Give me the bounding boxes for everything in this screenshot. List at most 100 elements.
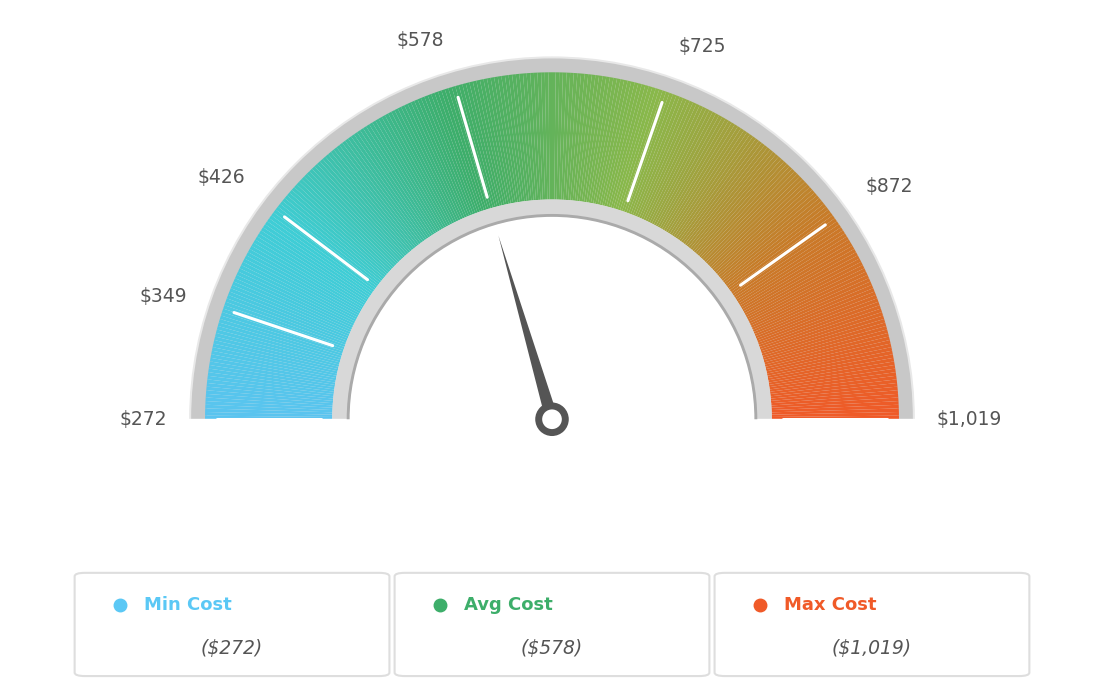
Wedge shape xyxy=(622,90,666,212)
Wedge shape xyxy=(463,83,497,207)
Wedge shape xyxy=(209,365,335,387)
Wedge shape xyxy=(473,81,505,206)
Wedge shape xyxy=(687,145,767,247)
Wedge shape xyxy=(757,295,878,343)
Wedge shape xyxy=(223,305,344,349)
Wedge shape xyxy=(509,75,527,201)
Wedge shape xyxy=(534,72,543,200)
Wedge shape xyxy=(723,201,824,283)
Text: $426: $426 xyxy=(198,168,245,187)
Wedge shape xyxy=(274,210,376,288)
Wedge shape xyxy=(736,230,845,302)
Wedge shape xyxy=(771,380,898,396)
Wedge shape xyxy=(317,161,405,257)
Wedge shape xyxy=(438,90,482,212)
Wedge shape xyxy=(322,157,408,255)
Wedge shape xyxy=(730,215,835,292)
Wedge shape xyxy=(704,169,795,262)
Text: $872: $872 xyxy=(866,177,913,197)
Wedge shape xyxy=(455,85,492,208)
Wedge shape xyxy=(699,161,787,257)
Wedge shape xyxy=(690,150,773,250)
Wedge shape xyxy=(756,292,875,340)
Wedge shape xyxy=(641,102,697,219)
Wedge shape xyxy=(597,80,628,205)
Wedge shape xyxy=(768,354,893,380)
Wedge shape xyxy=(593,79,620,204)
Wedge shape xyxy=(210,358,336,383)
Wedge shape xyxy=(763,322,887,360)
Wedge shape xyxy=(689,148,771,248)
Wedge shape xyxy=(278,204,380,284)
Wedge shape xyxy=(591,78,617,204)
Wedge shape xyxy=(236,272,353,328)
Wedge shape xyxy=(259,230,368,302)
Wedge shape xyxy=(752,275,869,330)
Wedge shape xyxy=(484,79,511,204)
Wedge shape xyxy=(609,84,646,208)
Wedge shape xyxy=(512,75,529,201)
Wedge shape xyxy=(614,86,652,209)
Wedge shape xyxy=(767,351,893,378)
Wedge shape xyxy=(728,210,830,288)
Wedge shape xyxy=(679,137,756,242)
Wedge shape xyxy=(382,115,446,228)
Wedge shape xyxy=(206,386,333,401)
Wedge shape xyxy=(331,150,414,250)
Wedge shape xyxy=(294,184,390,273)
Wedge shape xyxy=(519,74,533,201)
Wedge shape xyxy=(523,73,535,200)
Wedge shape xyxy=(205,408,332,415)
Circle shape xyxy=(535,402,569,436)
Wedge shape xyxy=(651,110,713,224)
Wedge shape xyxy=(375,119,442,230)
Wedge shape xyxy=(764,326,888,362)
Wedge shape xyxy=(307,171,399,264)
Wedge shape xyxy=(351,135,426,240)
Wedge shape xyxy=(561,72,570,200)
Wedge shape xyxy=(269,215,374,292)
Wedge shape xyxy=(630,95,680,215)
Wedge shape xyxy=(654,112,716,226)
Text: $725: $725 xyxy=(678,37,725,56)
Wedge shape xyxy=(369,122,438,233)
Wedge shape xyxy=(217,322,341,360)
Wedge shape xyxy=(602,81,635,206)
Wedge shape xyxy=(466,82,500,206)
Wedge shape xyxy=(639,101,693,219)
Wedge shape xyxy=(768,362,894,385)
Wedge shape xyxy=(650,108,710,224)
Wedge shape xyxy=(648,107,707,222)
Wedge shape xyxy=(607,83,641,207)
Text: $349: $349 xyxy=(140,288,188,306)
Wedge shape xyxy=(205,397,332,408)
Wedge shape xyxy=(414,99,467,217)
Wedge shape xyxy=(673,130,747,237)
Wedge shape xyxy=(348,137,425,242)
Wedge shape xyxy=(527,73,539,200)
Wedge shape xyxy=(740,239,851,308)
Wedge shape xyxy=(696,157,782,255)
Wedge shape xyxy=(291,187,389,274)
Wedge shape xyxy=(354,132,428,239)
Wedge shape xyxy=(458,84,495,208)
Wedge shape xyxy=(255,237,365,306)
Wedge shape xyxy=(544,72,550,199)
Wedge shape xyxy=(211,351,337,378)
Wedge shape xyxy=(616,87,656,210)
Wedge shape xyxy=(501,75,522,202)
Wedge shape xyxy=(397,107,456,222)
Wedge shape xyxy=(263,224,370,297)
Text: Max Cost: Max Cost xyxy=(784,596,877,614)
Wedge shape xyxy=(769,365,895,387)
Wedge shape xyxy=(646,106,703,221)
Polygon shape xyxy=(498,235,559,421)
Wedge shape xyxy=(214,337,339,369)
Wedge shape xyxy=(347,214,757,420)
Wedge shape xyxy=(205,412,332,417)
Wedge shape xyxy=(762,315,884,356)
Wedge shape xyxy=(732,221,839,296)
Wedge shape xyxy=(681,139,758,243)
Wedge shape xyxy=(563,72,574,200)
Wedge shape xyxy=(754,282,872,334)
